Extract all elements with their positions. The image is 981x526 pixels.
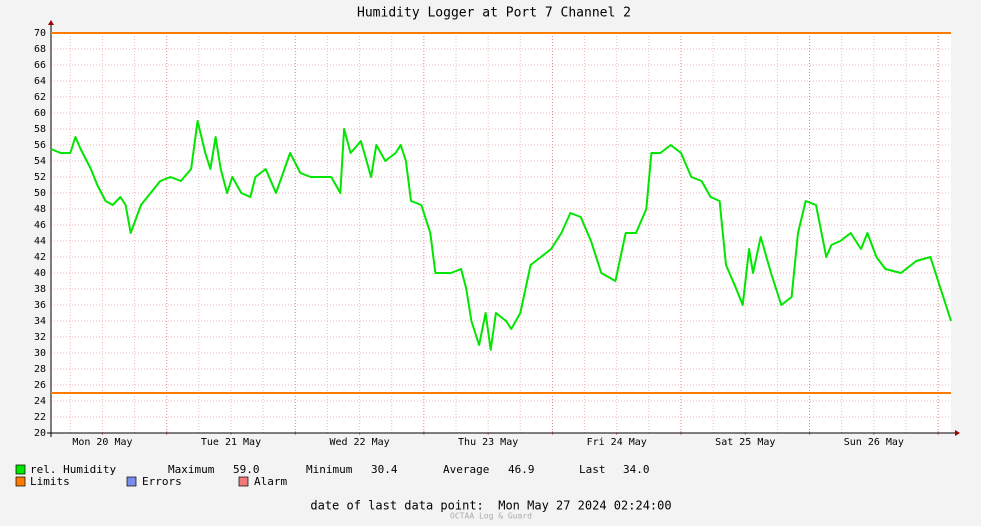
y-tick-label: 66 [34,60,46,71]
legend-swatch [15,464,26,475]
y-tick-label: 32 [34,332,46,343]
y-tick-label: 68 [34,44,46,55]
y-tick-label: 30 [34,348,46,359]
x-tick-label: Thu 23 May [458,437,518,448]
legend-label: Alarm [254,475,287,488]
y-tick-label: 54 [34,156,46,167]
y-tick-label: 26 [34,380,46,391]
plot-area [51,33,951,433]
y-tick-label: 60 [34,108,46,119]
credit: OCTAA Log & Guard [450,512,532,521]
y-tick-label: 44 [34,236,46,247]
y-tick-label: 36 [34,300,46,311]
y-tick-label: 38 [34,284,46,295]
x-tick-label: Mon 20 May [72,437,132,448]
axis-arrow [48,20,54,25]
stat-value: 59.0 [233,463,260,476]
stat-value: 30.4 [371,463,398,476]
legend-swatch [238,476,249,487]
x-tick-label: Wed 22 May [329,437,389,448]
y-tick-label: 24 [34,396,46,407]
stat-label: Minimum [306,463,353,476]
stat-label: Maximum [168,463,215,476]
stat-value: 46.9 [508,463,535,476]
y-tick-label: 46 [34,220,46,231]
y-tick-label: 50 [34,188,46,199]
stat-value: 34.0 [623,463,650,476]
y-tick-label: 52 [34,172,46,183]
y-tick-label: 28 [34,364,46,375]
y-tick-label: 70 [34,28,46,39]
legend-swatch [126,476,137,487]
stat-label: Average [443,463,489,476]
y-tick-label: 58 [34,124,46,135]
y-tick-label: 22 [34,412,46,423]
x-tick-label: Tue 21 May [201,437,261,448]
legend-label: Limits [30,475,70,488]
y-tick-label: 64 [34,76,46,87]
y-tick-label: 48 [34,204,46,215]
y-tick-label: 20 [34,428,46,439]
legend-swatch [15,476,26,487]
footer: date of last data point: Mon May 27 2024… [310,499,671,513]
stat-label: Last [579,463,606,476]
x-tick-label: Sun 26 May [844,437,904,448]
y-tick-label: 56 [34,140,46,151]
y-tick-label: 62 [34,92,46,103]
y-tick-label: 42 [34,252,46,263]
chart-title: Humidity Logger at Port 7 Channel 2 [357,6,631,21]
data-line [50,120,952,351]
y-tick-label: 40 [34,268,46,279]
x-tick-label: Fri 24 May [587,437,647,448]
y-tick-label: 34 [34,316,46,327]
legend-label: Errors [142,475,182,488]
axis-arrow [955,430,960,436]
x-tick-label: Sat 25 May [715,437,775,448]
legend-label: rel. Humidity [30,463,116,476]
